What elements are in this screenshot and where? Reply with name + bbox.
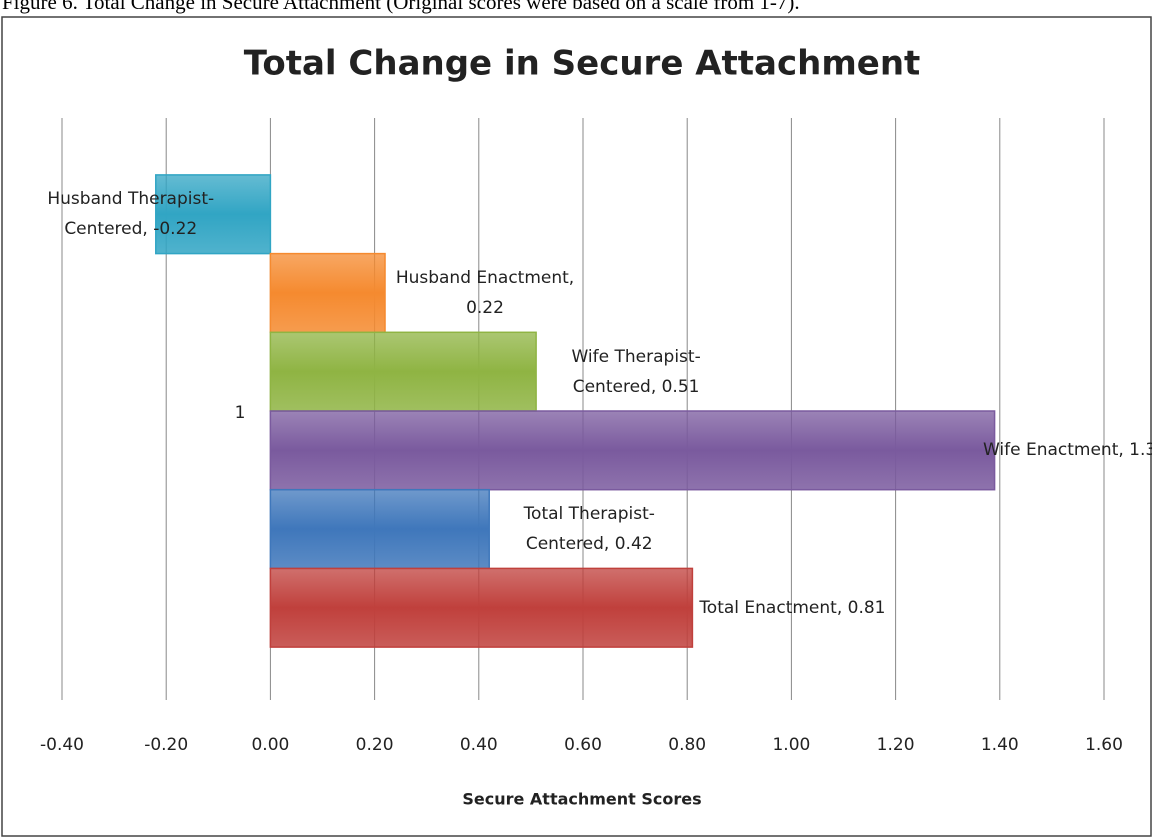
bar [269,410,996,491]
chart-title: Total Change in Secure Attachment [244,44,921,84]
data-label: Total Enactment, 0.81 [699,597,886,618]
x-tick-label: 1.40 [981,735,1019,755]
x-tick-label: 0.20 [356,735,394,755]
x-tick-label: 1.00 [772,735,810,755]
x-tick-label: 0.00 [251,735,289,755]
x-tick-label: -0.20 [144,735,188,755]
data-label: Husband Therapist-Centered, -0.22 [47,189,215,240]
x-tick-label: 0.60 [564,735,602,755]
caption: Figure 6. Total Change in Secure Attachm… [2,0,800,14]
data-label: Total Therapist-Centered, 0.42 [523,504,655,555]
x-tick-label: -0.40 [40,735,84,755]
x-tick-label: 1.20 [877,735,915,755]
x-tick-label: 1.60 [1085,735,1123,755]
y-tick-label: 1 [235,403,246,423]
x-tick-label: 0.80 [668,735,706,755]
x-axis-title: Secure Attachment Scores [462,790,701,809]
bar [269,488,490,570]
bar [269,567,694,648]
data-label: Wife Therapist-Centered, 0.51 [571,346,701,397]
bar [269,331,537,412]
bar [155,174,272,255]
x-tick-label: 0.40 [460,735,498,755]
data-label: Wife Enactment, 1.39 [982,440,1152,461]
data-label: Husband Enactment, 0.22 [395,267,575,318]
bar [269,252,386,334]
